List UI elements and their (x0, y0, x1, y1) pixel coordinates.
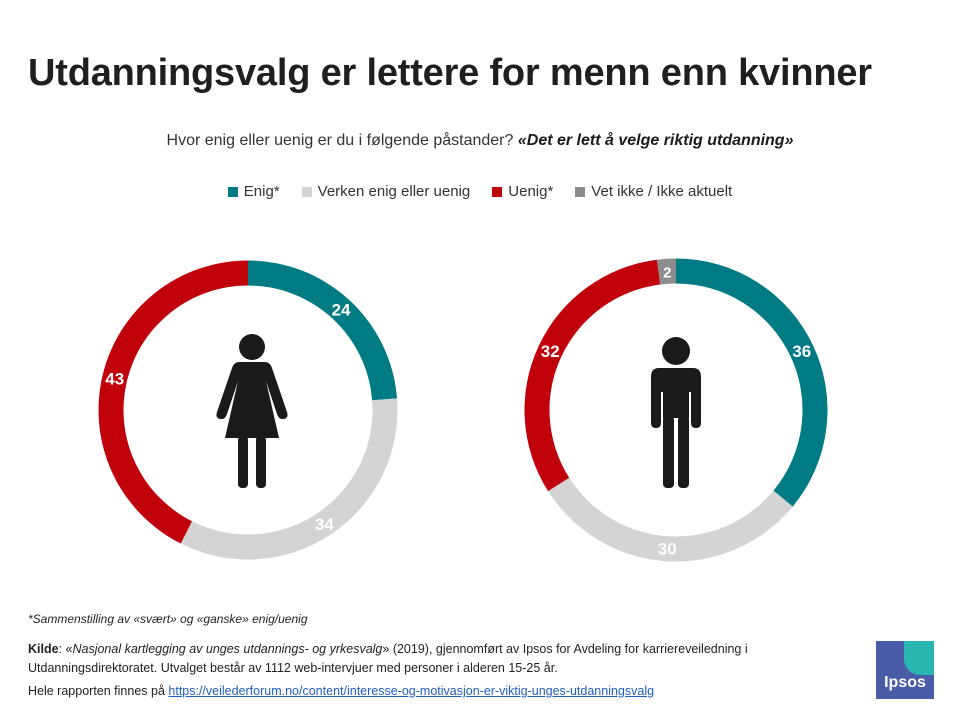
chart-legend: Enig* Verken enig eller uenig Uenig* Vet… (0, 183, 960, 200)
source-label: Kilde (28, 642, 59, 656)
legend-item-vet-ikke: Vet ikke / Ikke aktuelt (575, 183, 732, 200)
legend-label-enig: Enig* (243, 183, 280, 200)
female-slice-uenig (98, 260, 248, 544)
female-slice-verken (180, 398, 398, 560)
report-note: Hele rapporten finnes på https://veilede… (28, 684, 654, 698)
male-label-vet-ikke: 2 (663, 264, 671, 281)
report-link[interactable]: https://veilederforum.no/content/interes… (168, 684, 655, 698)
legend-item-verken: Verken enig eller uenig (301, 183, 471, 200)
legend-swatch-uenig (492, 186, 503, 197)
female-figure-icon (216, 334, 288, 488)
female-slice-enig (248, 260, 398, 401)
legend-label-verken: Verken enig eller uenig (317, 183, 471, 200)
donut-chart-female: 24 34 43 (98, 260, 398, 560)
question-prefix: Hvor enig eller uenig er du i følgende p… (166, 132, 514, 149)
male-figure-icon (651, 337, 701, 488)
page-title: Utdanningsvalg er lettere for menn enn k… (28, 52, 872, 94)
question-statement: «Det er lett å velge riktig utdanning» (517, 132, 794, 149)
survey-question: Hvor enig eller uenig er du i følgende p… (0, 132, 960, 150)
logo-teal-shape (904, 641, 934, 675)
male-label-verken: 30 (658, 540, 677, 559)
donut-chart-male: 36 30 32 2 (524, 258, 828, 562)
male-slice-uenig (524, 259, 661, 492)
legend-swatch-verken (301, 186, 312, 197)
ipsos-logo: Ipsos (876, 641, 934, 699)
legend-swatch-vet-ikke (575, 186, 586, 197)
legend-label-vet-ikke: Vet ikke / Ikke aktuelt (591, 183, 733, 200)
legend-label-uenig: Uenig* (508, 183, 554, 200)
footnote: *Sammenstilling av «svært» og «ganske» e… (28, 612, 308, 626)
legend-item-uenig: Uenig* (492, 183, 553, 200)
female-label-verken: 34 (315, 515, 334, 534)
source-details: » (2019), gjennomført av Ipsos for Avdel… (28, 642, 748, 675)
source-note: Kilde: «Nasjonal kartlegging av unges ut… (28, 640, 848, 678)
source-publication: Nasjonal kartlegging av unges utdannings… (72, 642, 383, 656)
donut-charts: 24 34 43 36 30 32 2 (98, 258, 828, 562)
male-slice-verken (548, 477, 793, 562)
female-label-enig: 24 (332, 300, 351, 319)
source-pre: : « (58, 642, 73, 656)
male-slice-enig (676, 258, 828, 507)
male-slice-vet-ikke (657, 258, 676, 285)
report-text: Hele rapporten finnes på (28, 684, 165, 698)
legend-item-enig: Enig* (227, 183, 280, 200)
logo-text: Ipsos (884, 674, 926, 691)
male-label-enig: 36 (792, 342, 811, 361)
female-label-uenig: 43 (105, 369, 124, 388)
legend-swatch-enig (227, 186, 238, 197)
male-label-uenig: 32 (541, 342, 560, 361)
